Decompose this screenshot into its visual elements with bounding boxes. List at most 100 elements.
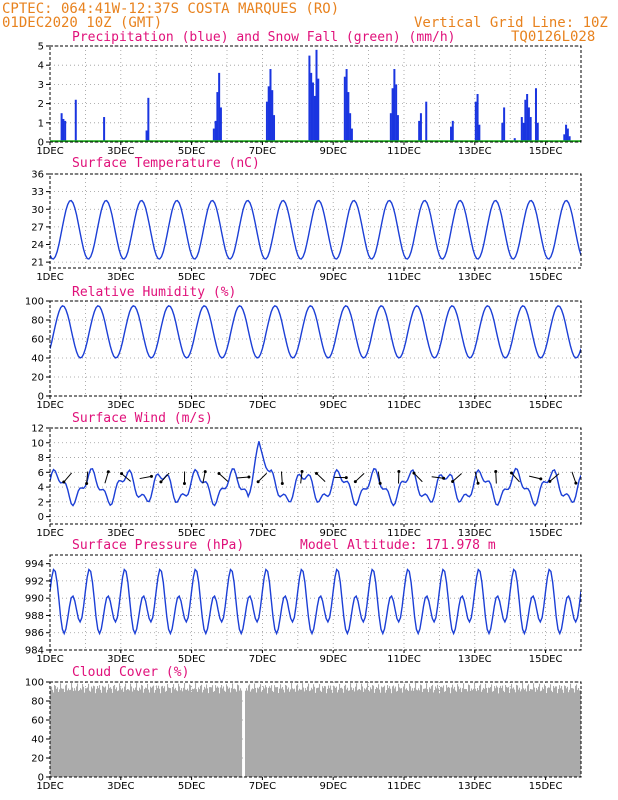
precip-bar: [349, 113, 352, 142]
cloud-bar: [424, 688, 426, 777]
temp-xtick-label: 13DEC: [458, 272, 492, 283]
cloud-bar: [60, 683, 62, 777]
cloud-bar: [183, 687, 185, 777]
cloud-bar: [165, 691, 167, 777]
cloud-bar: [204, 686, 206, 777]
wind-vector-head: [85, 481, 89, 485]
cloud-bar: [150, 686, 152, 777]
cloud-bar: [111, 688, 113, 777]
precip-ytick-label: 3: [38, 80, 44, 91]
cloud-bar: [76, 686, 78, 777]
cloud-bar: [71, 683, 73, 777]
temp-xtick-label: 7DEC: [249, 272, 276, 283]
humidity-xtick-label: 3DEC: [107, 400, 134, 411]
cloud-bar: [235, 689, 237, 777]
humidity-ytick-label: 20: [31, 373, 44, 384]
cloud-bar: [323, 688, 325, 777]
temp-xtick-label: 3DEC: [107, 272, 134, 283]
cloud-bar: [96, 688, 98, 777]
cloud-bar: [317, 687, 319, 777]
wind-vector-arrow: [495, 471, 497, 484]
cloud-bar: [131, 686, 133, 777]
cloud-bar: [87, 687, 89, 777]
wind-vector-arrow: [355, 473, 365, 482]
cloud-bar: [443, 685, 445, 777]
wind-vector-arrow: [549, 473, 560, 482]
cloud-bar: [452, 684, 454, 777]
cloud-bar: [294, 688, 296, 777]
precip-bar: [74, 99, 77, 142]
cloud-bar: [538, 686, 540, 777]
cloud-bar: [365, 689, 367, 777]
precip-bar: [522, 122, 525, 142]
wind-vector-arrow: [452, 473, 462, 482]
precip-bar: [425, 101, 428, 142]
cloud-bar: [448, 686, 450, 777]
precip-bar: [536, 122, 539, 142]
cloud-xtick-label: 9DEC: [320, 781, 347, 792]
cloud-bar: [97, 686, 99, 777]
precip-bar: [524, 99, 527, 142]
wind-vector-head: [476, 481, 480, 485]
cloud-bar: [344, 685, 346, 777]
cloud-bar: [426, 683, 428, 777]
wind-vector-head: [62, 480, 66, 484]
cloud-bar: [212, 685, 214, 777]
cloud-bar: [280, 684, 282, 777]
cloud-bar: [169, 687, 171, 777]
humidity-ytick-label: 40: [31, 354, 44, 365]
cloud-bar: [353, 688, 355, 777]
precip-bar: [565, 124, 568, 142]
cloud-bar: [62, 688, 64, 777]
pressure-xtick-label: 13DEC: [458, 654, 492, 665]
cloud-bar: [544, 684, 546, 777]
cloud-bar: [247, 690, 249, 777]
precip-bar: [273, 115, 276, 142]
cloud-bar: [489, 688, 491, 777]
wind-ytick-label: 8: [38, 453, 44, 464]
cloud-bar: [545, 686, 547, 777]
cloud-bar: [118, 690, 120, 777]
cloud-bar: [471, 688, 473, 777]
cloud-bar: [512, 688, 514, 777]
cloud-bar: [72, 687, 74, 777]
cloud-bar: [64, 692, 66, 777]
wind-vector-arrow: [121, 473, 131, 482]
cloud-bar: [459, 689, 461, 777]
cloud-bar: [412, 688, 414, 777]
cloud-bar: [126, 690, 128, 777]
cloud-bar: [260, 684, 262, 777]
cloud-bar: [306, 690, 308, 777]
cloud-bar: [551, 690, 553, 777]
cloud-bar: [139, 687, 141, 777]
precip-bar: [216, 92, 219, 142]
cloud-bar: [401, 688, 403, 777]
precip-frame: [49, 45, 582, 143]
pressure-xtick-label: 1DEC: [36, 654, 63, 665]
cloud-bar: [450, 693, 452, 777]
cloud-bar: [196, 689, 198, 777]
precip-bar: [513, 138, 516, 142]
precip-bar: [219, 107, 222, 142]
wind-frame: [49, 427, 582, 525]
cloud-bar: [283, 689, 285, 777]
wind-ytick-label: 12: [31, 424, 44, 435]
wind-vector-head: [442, 476, 446, 480]
wind-vector-arrow: [431, 476, 444, 479]
cloud-bar: [423, 688, 425, 777]
wind-plot-area: [50, 428, 581, 524]
cloud-bar: [140, 689, 142, 777]
cloud-bar: [116, 687, 118, 777]
wind-vector-head: [280, 481, 284, 485]
precip-ytick-label: 2: [38, 99, 44, 110]
cloud-bar: [273, 692, 275, 777]
cloud-bar: [400, 688, 402, 777]
cloud-bar: [75, 690, 77, 777]
header-datetime: 01DEC2020 10Z (GMT): [2, 15, 162, 31]
cloud-bar: [272, 690, 274, 777]
cloud-bar: [255, 687, 257, 777]
pressure-xtick-label: 5DEC: [178, 654, 205, 665]
pressure-panel: 984 986 988 990 992 994 1DEC 3DEC 5DEC 7DEC 9DEC 11…: [25, 554, 582, 665]
cloud-bar: [505, 684, 507, 777]
cloud-bar: [495, 688, 497, 777]
